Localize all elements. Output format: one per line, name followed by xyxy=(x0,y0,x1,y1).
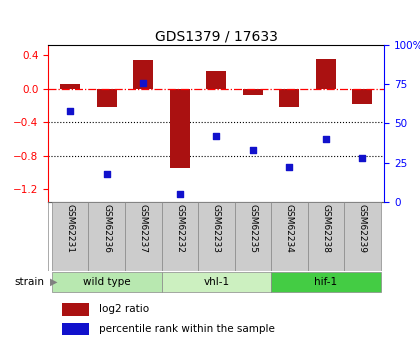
Point xyxy=(140,80,147,85)
Bar xyxy=(234,202,271,271)
Point xyxy=(249,147,256,153)
Bar xyxy=(243,89,263,95)
Text: wild type: wild type xyxy=(83,277,131,287)
Bar xyxy=(170,89,190,168)
Bar xyxy=(344,202,381,271)
Bar xyxy=(162,272,271,292)
Bar xyxy=(352,89,373,105)
Point xyxy=(359,155,366,161)
Text: GSM62233: GSM62233 xyxy=(212,204,221,253)
Bar xyxy=(271,202,307,271)
Point xyxy=(103,171,110,176)
Bar xyxy=(279,89,299,107)
Point xyxy=(323,136,329,142)
Bar xyxy=(316,59,336,89)
Point xyxy=(213,133,220,139)
Bar xyxy=(62,323,89,335)
Text: GSM62238: GSM62238 xyxy=(321,204,331,253)
Bar xyxy=(125,202,162,271)
Text: hif-1: hif-1 xyxy=(314,277,337,287)
Point xyxy=(286,165,293,170)
Text: vhl-1: vhl-1 xyxy=(203,277,229,287)
Bar xyxy=(97,89,117,107)
Bar xyxy=(62,303,89,316)
Bar xyxy=(206,71,226,89)
Text: GSM62236: GSM62236 xyxy=(102,204,111,253)
Text: GSM62235: GSM62235 xyxy=(248,204,257,253)
Text: GSM62232: GSM62232 xyxy=(175,204,184,253)
Bar xyxy=(133,60,153,89)
Bar xyxy=(52,272,162,292)
Text: GSM62231: GSM62231 xyxy=(66,204,75,253)
Text: GSM62237: GSM62237 xyxy=(139,204,148,253)
Bar xyxy=(89,202,125,271)
Point xyxy=(176,191,183,197)
Bar xyxy=(198,202,234,271)
Text: GSM62239: GSM62239 xyxy=(358,204,367,253)
Point xyxy=(67,108,74,114)
Bar xyxy=(162,202,198,271)
Text: ▶: ▶ xyxy=(50,277,58,287)
Text: GSM62234: GSM62234 xyxy=(285,204,294,253)
Bar xyxy=(52,202,89,271)
Bar xyxy=(307,202,344,271)
Text: log2 ratio: log2 ratio xyxy=(99,304,149,314)
Bar xyxy=(271,272,381,292)
Bar xyxy=(60,84,80,89)
Title: GDS1379 / 17633: GDS1379 / 17633 xyxy=(155,30,278,44)
Text: strain: strain xyxy=(14,277,44,287)
Text: percentile rank within the sample: percentile rank within the sample xyxy=(99,324,275,334)
